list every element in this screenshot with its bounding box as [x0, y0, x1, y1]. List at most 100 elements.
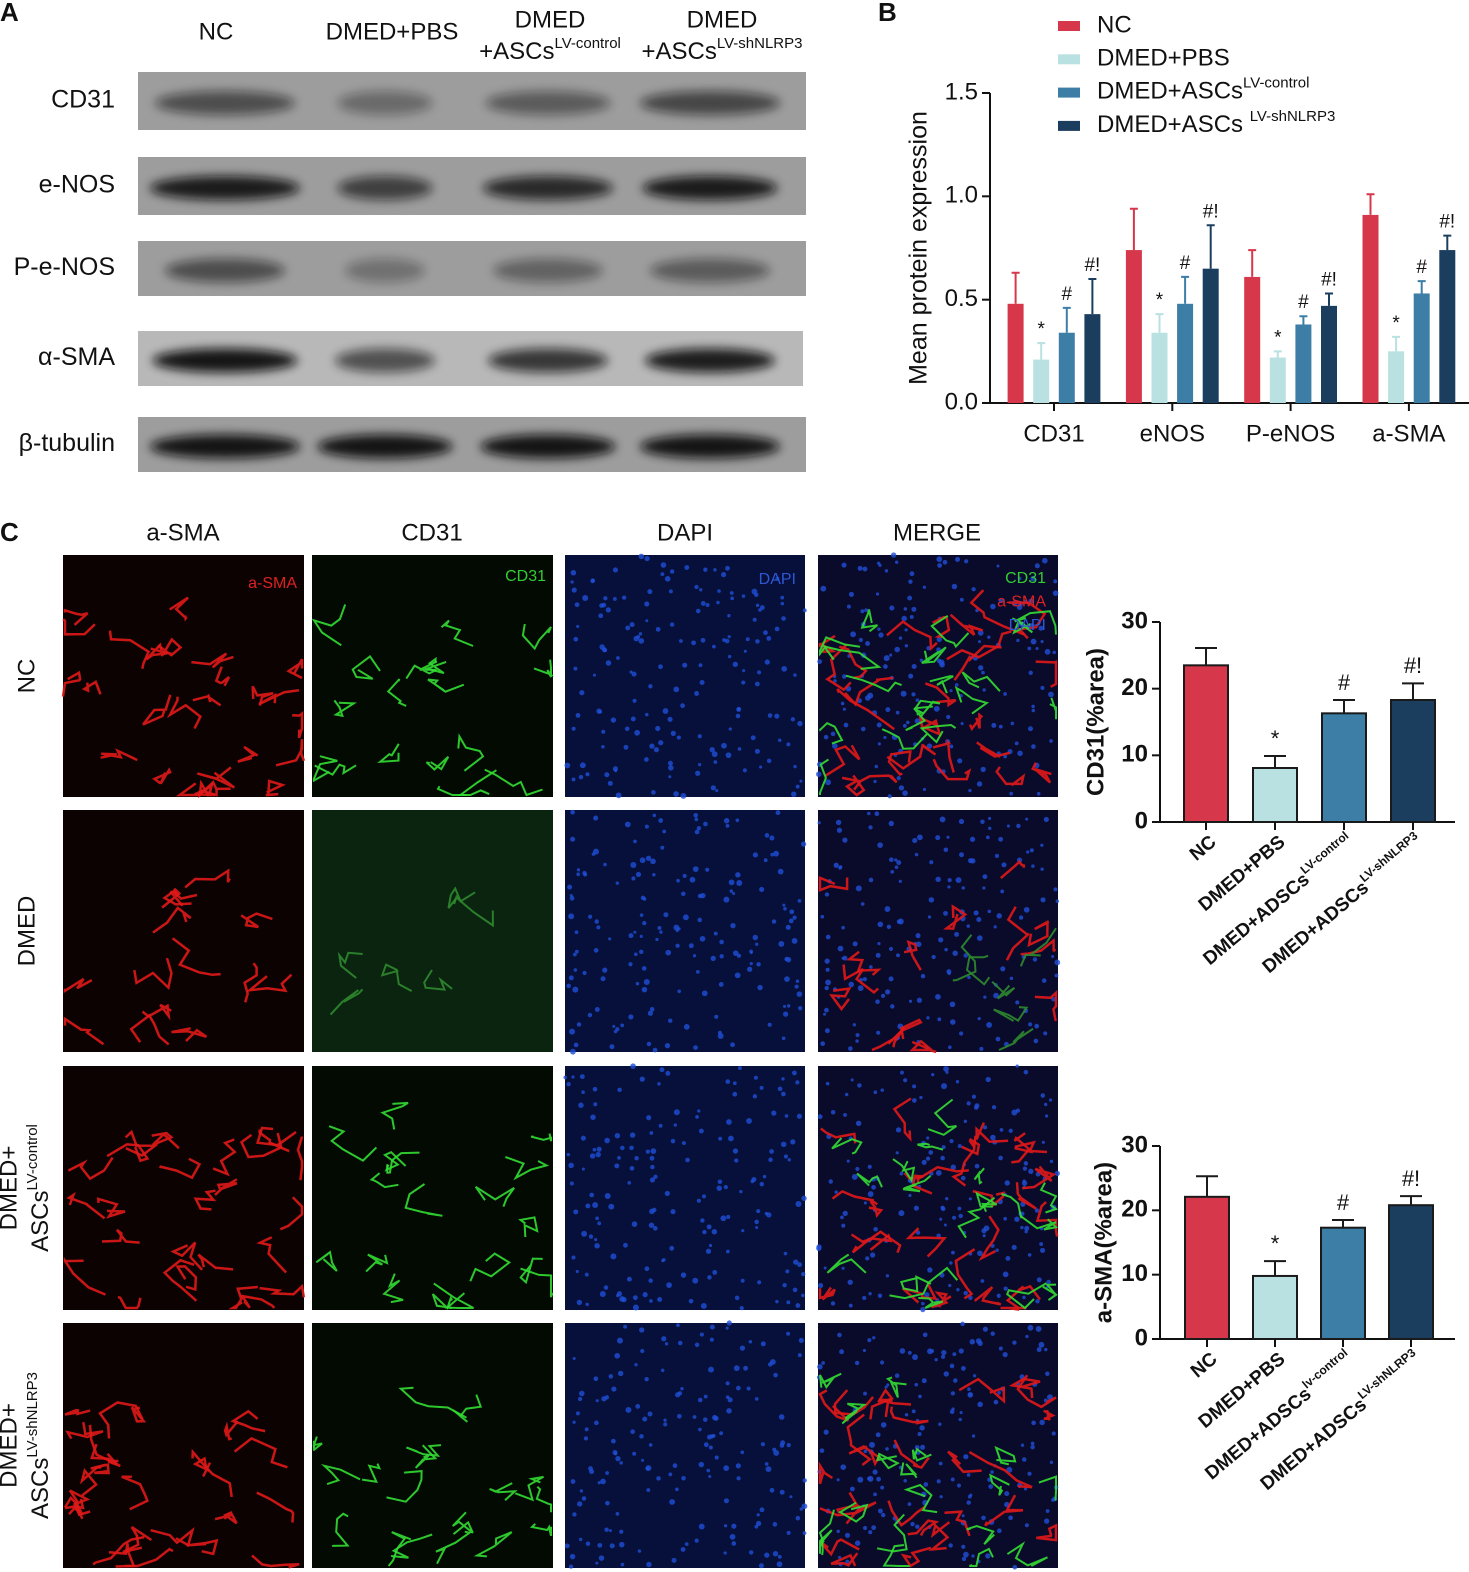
nucleus	[575, 1411, 580, 1416]
vessel	[845, 674, 902, 693]
nucleus	[855, 1039, 859, 1043]
nucleus	[695, 770, 701, 776]
nucleus	[1029, 848, 1034, 853]
nucleus	[860, 726, 866, 732]
nucleus	[754, 1219, 759, 1225]
nucleus	[585, 1541, 591, 1546]
nucleus	[697, 1109, 701, 1113]
nucleus	[953, 1378, 958, 1383]
nucleus	[963, 1454, 969, 1460]
vessel	[275, 739, 306, 767]
nucleus	[950, 1391, 956, 1396]
nucleus	[868, 877, 874, 883]
nucleus	[730, 922, 736, 929]
nucleus	[769, 835, 775, 841]
nucleus	[1027, 1324, 1034, 1331]
legend-label-base: DMED+ASCs	[1097, 111, 1250, 138]
nucleus	[628, 1014, 634, 1020]
blot-signal	[165, 258, 285, 283]
nucleus	[604, 1527, 609, 1532]
nucleus	[785, 1269, 790, 1274]
nucleus	[991, 722, 997, 728]
vessel	[886, 620, 938, 652]
nucleus	[1038, 625, 1044, 631]
significance-mark: #!	[1404, 653, 1422, 678]
nucleus	[698, 663, 703, 668]
nucleus	[633, 930, 637, 934]
nucleus	[629, 1145, 634, 1151]
nucleus	[653, 747, 660, 753]
nucleus	[630, 1063, 636, 1070]
nucleus	[890, 1004, 895, 1009]
nucleus	[966, 924, 971, 928]
vessel	[991, 981, 1016, 1000]
vessel	[191, 652, 234, 669]
nucleus	[660, 1368, 665, 1373]
nucleus	[977, 1017, 981, 1021]
nucleus	[670, 1138, 676, 1144]
nucleus	[614, 1163, 620, 1169]
vessel	[833, 1389, 875, 1416]
nucleus	[570, 580, 574, 584]
nucleus	[783, 1251, 788, 1256]
nucleus	[775, 1299, 779, 1304]
nucleus	[751, 588, 758, 595]
vessel	[1014, 610, 1057, 635]
nucleus	[629, 1132, 636, 1138]
nucleus	[801, 1195, 807, 1201]
stain-layer	[315, 1101, 554, 1310]
nucleus	[958, 818, 965, 825]
nucleus	[648, 1443, 653, 1447]
vessel	[194, 783, 215, 797]
nucleus	[915, 1524, 920, 1529]
vessel	[836, 688, 895, 731]
nucleus	[723, 1524, 728, 1528]
nucleus	[886, 924, 892, 930]
nucleus	[616, 1291, 623, 1297]
vessel	[952, 934, 977, 982]
vessel	[223, 1420, 239, 1441]
nucleus	[736, 880, 743, 886]
nucleus	[902, 790, 908, 796]
vessel	[954, 685, 990, 715]
nucleus	[783, 1004, 787, 1008]
nucleus	[651, 790, 656, 795]
nucleus	[719, 939, 724, 945]
nucleus	[665, 949, 672, 956]
significance-mark: #!	[1321, 269, 1337, 290]
nucleus	[1030, 575, 1036, 582]
nucleus	[682, 873, 687, 878]
nucleus	[973, 910, 979, 916]
vessel	[1008, 1377, 1041, 1399]
nucleus	[877, 921, 884, 928]
nucleus	[961, 1556, 967, 1562]
nucleus	[709, 1337, 714, 1342]
nucleus	[1027, 1253, 1032, 1257]
nucleus	[1040, 685, 1045, 690]
nucleus	[995, 1248, 999, 1252]
nucleus	[754, 1397, 759, 1401]
bar	[1388, 1204, 1434, 1340]
nucleus	[642, 897, 647, 901]
nucleus	[569, 1553, 576, 1560]
nucleus	[598, 1555, 605, 1561]
nucleus	[698, 1427, 702, 1432]
nucleus	[902, 723, 907, 728]
nucleus	[647, 589, 653, 595]
nucleus	[698, 1523, 705, 1530]
nucleus	[823, 1012, 827, 1016]
nucleus	[908, 579, 913, 584]
nucleus	[1017, 750, 1023, 757]
bar	[1084, 314, 1101, 403]
nucleus	[838, 1555, 842, 1560]
nucleus	[564, 762, 571, 769]
nucleus	[640, 1348, 645, 1354]
vessel	[212, 1138, 237, 1177]
nucleus	[1035, 1326, 1042, 1332]
nucleus	[1000, 966, 1006, 972]
nucleus	[634, 1156, 639, 1161]
nucleus	[756, 962, 761, 967]
vessel	[311, 604, 347, 647]
nucleus	[692, 1415, 697, 1419]
nucleus	[617, 1156, 621, 1160]
